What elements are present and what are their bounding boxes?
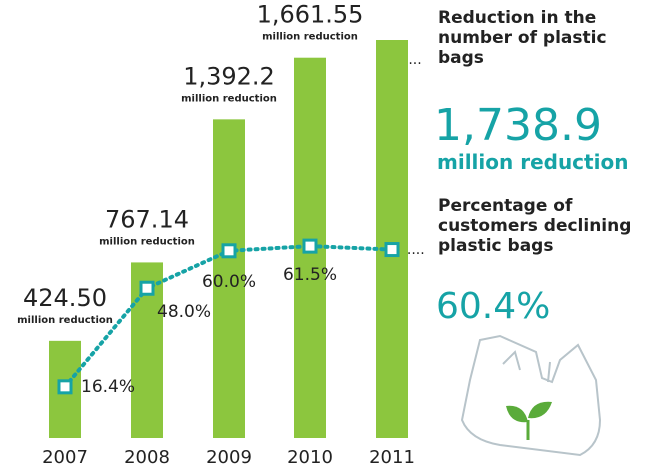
unit-label: million reduction	[181, 93, 277, 104]
value-label: 767.14	[105, 205, 189, 233]
bar	[213, 119, 245, 438]
value-label: 1,738.9	[434, 100, 602, 151]
value-label: 1,661.55	[257, 1, 364, 29]
unit-label: million reduction	[437, 150, 629, 174]
sprout-icon	[506, 401, 552, 440]
bar	[376, 40, 408, 438]
x-tick-label: 2011	[369, 447, 415, 468]
line-marker	[302, 238, 318, 254]
value-label: 48.0%	[157, 302, 211, 322]
value-label: 1,392.2	[183, 62, 275, 90]
value-label: 424.50	[23, 284, 107, 312]
line-marker	[139, 280, 155, 296]
line-marker	[57, 379, 73, 395]
series-name: Reduction in the number of plastic bags	[438, 8, 607, 68]
unit-label: million reduction	[99, 236, 195, 247]
value-label: 60.4%	[436, 286, 551, 327]
value-label: 61.5%	[283, 265, 337, 285]
x-tick-label: 2009	[206, 447, 252, 468]
x-tick-label: 2010	[287, 447, 333, 468]
line-marker	[384, 242, 400, 258]
value-label: 60.0%	[202, 272, 256, 292]
series-name: Percentage of customers declining plasti…	[438, 196, 632, 256]
x-tick-label: 2008	[124, 447, 170, 468]
bag-icon	[460, 334, 602, 457]
value-label: 16.4%	[81, 377, 135, 397]
line-marker	[221, 243, 237, 259]
x-tick-label: 2007	[42, 447, 88, 468]
unit-label: million reduction	[262, 32, 358, 43]
unit-label: million reduction	[17, 315, 113, 326]
